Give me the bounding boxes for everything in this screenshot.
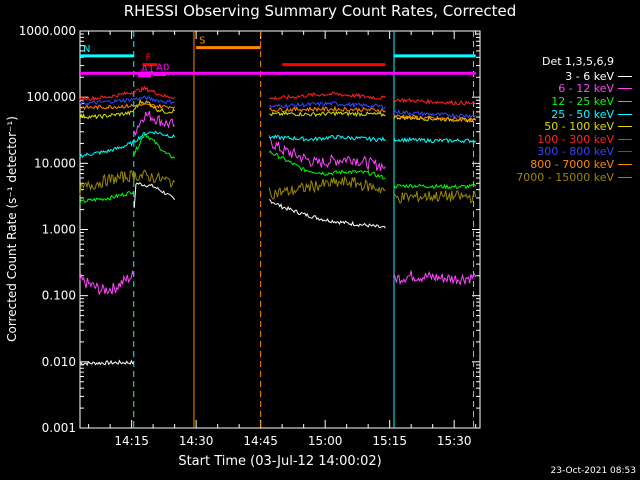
series-line [268,135,386,171]
flag-label: N [83,44,90,55]
legend-entry: 6 - 12 keV [484,82,636,96]
series-line [268,105,386,113]
legend-swatch [618,113,632,115]
series-7 [79,103,477,123]
legend-swatch [618,163,632,165]
legend-label: 12 - 25 keV [551,94,614,108]
series-line [268,134,386,143]
legend-entry: 50 - 100 keV [484,120,636,133]
series-line [79,130,176,159]
x-tick-label: 15:00 [308,434,343,448]
series-5 [79,85,476,106]
series-line [393,270,477,287]
x-tick-label: 14:15 [114,434,149,448]
y-tick-label: 0.010 [42,355,76,369]
legend-label: 300 - 800 keV [537,145,614,159]
legend-swatch [618,75,632,77]
legend-label: 50 - 100 keV [544,120,614,134]
legend-swatch [618,126,632,128]
legend-entry: 100 - 300 keV [484,133,636,146]
series-8 [79,169,477,204]
y-tick-label: 100.000 [26,90,76,104]
legend-label: 100 - 300 keV [537,132,614,146]
flag-label: A0 [156,63,169,74]
legend-entry: 7000 - 15000 keV [484,171,636,184]
series-line [268,150,386,180]
series-line [268,91,386,101]
legend-label: 6 - 12 keV [558,82,614,96]
series-line [133,134,175,159]
series-line [79,359,135,366]
legend-swatch [618,100,632,102]
series-1 [79,110,477,295]
series-line [393,183,477,190]
series-line [133,110,175,137]
series-line [268,198,386,229]
legend-label: 3 - 6 keV [565,69,614,83]
series-line [393,109,476,119]
series-line [393,189,477,204]
series-line [79,190,135,204]
y-tick-label: 0.100 [42,289,76,303]
legend-title: Det 1,3,5,6,9 [541,55,614,68]
flag-label: F [145,53,151,64]
series-line [393,136,477,144]
series-line [79,169,175,196]
y-tick-label: 0.001 [42,421,76,435]
legend-entry: 3 - 6 keV [484,70,636,83]
series-2 [79,134,477,204]
legend-label: 800 - 7000 keV [530,157,614,171]
legend-entry: 25 - 50 keV [484,108,636,121]
legend-swatch [618,151,632,153]
x-tick-label: 14:30 [179,434,214,448]
x-tick-label: 15:15 [372,434,407,448]
legend: Det 1,3,5,6,9 3 - 6 keV 6 - 12 keV 12 - 25… [484,55,636,184]
series-line [79,85,175,102]
y-tick-label: 1000.000 [19,24,76,38]
y-tick-label: 10.000 [34,156,76,170]
x-tick-label: 14:45 [243,434,278,448]
series-0 [79,182,386,366]
legend-swatch [618,138,632,140]
chart-title: RHESSI Observing Summary Count Rates, Co… [123,2,517,20]
series-line [79,98,175,120]
y-axis-label: Corrected Count Rate (s⁻¹ detector⁻¹) [5,116,19,342]
legend-swatch [618,176,632,178]
legend-swatch [618,88,632,90]
legend-entries: 3 - 6 keV 6 - 12 keV 12 - 25 keV 25 - 50 ke… [484,70,636,184]
x-axis-label: Start Time (03-Jul-12 14:00:02) [178,454,382,469]
series-line [79,95,175,107]
plot-frame [79,30,481,429]
legend-label: 7000 - 15000 keV [516,170,614,184]
series-line [133,182,176,209]
series-line [393,114,477,123]
legend-entry: 800 - 7000 keV [484,158,636,171]
legend-entry: 12 - 25 keV [484,95,636,108]
timestamp: 23-Oct-2021 08:53 [550,466,636,476]
flag-label: A1 [141,64,154,75]
series-line [79,269,135,295]
legend-entry: 300 - 800 keV [484,145,636,159]
series-line [269,110,386,118]
series-6 [79,95,476,119]
x-tick-label: 15:30 [437,434,472,448]
series-line [268,175,386,200]
legend-label: 25 - 50 keV [551,107,614,121]
series-line [79,103,176,111]
y-tick-label: 1.000 [42,223,76,237]
series-line [393,97,476,106]
series-line [268,101,386,110]
series-3 [79,130,477,159]
flag-label: S [199,36,205,47]
